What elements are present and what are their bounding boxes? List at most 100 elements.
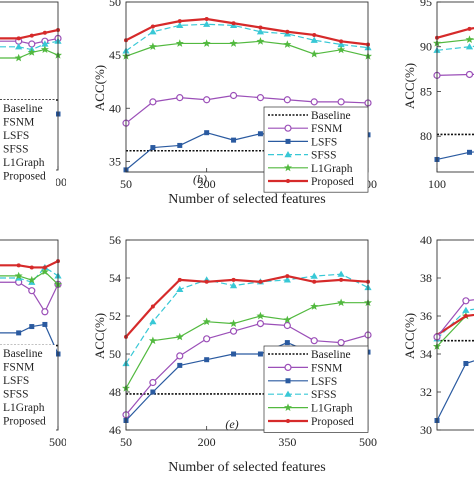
marker-proposed xyxy=(150,24,155,29)
marker-l1graph xyxy=(465,35,474,43)
marker-l1graph xyxy=(283,315,292,324)
panel-label-e: (e) xyxy=(225,417,238,431)
marker-lsfs xyxy=(284,340,290,346)
chart-panel-c: 100 80 85 90 95 xyxy=(420,0,474,191)
marker-l1graph xyxy=(14,271,23,280)
marker-sfss xyxy=(284,151,292,158)
legend-label-lsfs: LSFS xyxy=(311,136,337,148)
x-tick-label: 350 xyxy=(278,435,296,449)
y-axis-label-right-top: ACC(%) xyxy=(402,63,417,109)
chart-panel-f: 30 32 34 36 38 40 xyxy=(420,233,474,437)
legend-box xyxy=(0,100,56,187)
marker-proposed xyxy=(285,274,290,279)
marker-l1graph xyxy=(40,45,49,53)
y-tick-label: 95 xyxy=(420,0,432,9)
legend-label-baseline: Baseline xyxy=(3,103,43,115)
marker-proposed xyxy=(463,314,468,318)
x-axis-label-top: Number of selected features xyxy=(168,192,325,207)
legend-label-fsnm: FSNM xyxy=(3,362,34,374)
series-line-sfss xyxy=(0,266,59,283)
marker-l1graph xyxy=(256,311,265,320)
legend-label-sfss: SFSS xyxy=(3,389,29,401)
x-tick-label: 500 xyxy=(359,435,377,449)
marker-sfss xyxy=(256,28,265,35)
series-line-fsnm xyxy=(436,299,474,338)
marker-sfss xyxy=(176,285,184,292)
chart-panel-b: 5020035050035404550BaselineFSNMLSFSSFSSL… xyxy=(109,0,377,193)
legend-label-proposed: Proposed xyxy=(3,171,46,183)
marker-fsnm xyxy=(337,339,345,347)
y-tick-label: 54 xyxy=(109,271,121,285)
x-tick-label: 200 xyxy=(198,177,216,191)
marker-fsnm xyxy=(149,378,157,387)
x-tick-label: 50 xyxy=(120,177,132,191)
marker-proposed xyxy=(16,36,21,41)
marker-lsfs xyxy=(467,149,472,155)
legend-box xyxy=(263,106,369,193)
y-tick-label: 35 xyxy=(109,154,121,168)
y-tick-label: 50 xyxy=(109,347,121,361)
marker-fsnm xyxy=(256,94,265,102)
marker-proposed xyxy=(231,277,236,282)
plot-frame xyxy=(125,239,369,431)
y-tick-label: 36 xyxy=(420,309,432,323)
legend-label-proposed: Proposed xyxy=(311,416,354,428)
marker-proposed xyxy=(204,17,209,21)
series-line-proposed xyxy=(0,28,59,40)
marker-lsfs xyxy=(204,130,210,136)
series-line-proposed xyxy=(125,275,369,338)
marker-l1graph xyxy=(229,319,238,327)
legend-label-sfss: SFSS xyxy=(311,389,337,401)
legend-label-fsnm: FSNM xyxy=(311,362,342,374)
x-tick-label: 500 xyxy=(49,435,67,449)
marker-fsnm xyxy=(229,327,238,335)
marker-proposed xyxy=(29,33,34,38)
plot-frame xyxy=(436,1,474,173)
marker-lsfs xyxy=(177,362,183,368)
legend-label-l1graph: L1Graph xyxy=(311,403,353,415)
marker-fsnm xyxy=(203,335,211,343)
marker-proposed xyxy=(286,179,290,183)
marker-l1graph xyxy=(202,39,211,47)
marker-sfss xyxy=(284,390,292,397)
y-tick-label: 30 xyxy=(420,423,432,437)
series-line-proposed xyxy=(436,26,474,39)
y-tick-label: 80 xyxy=(420,129,432,143)
x-tick-label: 100 xyxy=(428,177,446,191)
series-line-sfss xyxy=(125,23,369,52)
legend-label-lsfs: LSFS xyxy=(311,376,337,388)
marker-fsnm xyxy=(256,320,265,328)
y-tick-label: 50 xyxy=(109,0,121,9)
marker-fsnm xyxy=(465,70,474,79)
marker-fsnm xyxy=(310,98,318,106)
marker-fsnm xyxy=(28,287,36,295)
y-tick-label: 48 xyxy=(109,385,121,399)
marker-fsnm xyxy=(283,321,291,330)
series-line-l1graph xyxy=(436,38,474,44)
marker-proposed xyxy=(467,26,472,31)
marker-fsnm xyxy=(310,337,318,345)
marker-l1graph xyxy=(337,298,346,307)
panel-label-b: (b) xyxy=(193,172,207,186)
marker-lsfs xyxy=(204,357,210,363)
marker-lsfs xyxy=(231,137,237,143)
marker-proposed xyxy=(339,277,344,282)
marker-fsnm xyxy=(176,352,184,360)
y-axis-label-right-bottom: ACC(%) xyxy=(402,313,417,359)
marker-proposed xyxy=(231,21,236,26)
marker-proposed xyxy=(312,32,317,37)
y-axis-label-top: ACC(%) xyxy=(92,65,107,111)
legend-label-baseline: Baseline xyxy=(3,348,43,360)
plot-frame xyxy=(125,1,369,173)
marker-proposed xyxy=(258,279,263,284)
plot-frame xyxy=(436,239,474,431)
marker-lsfs xyxy=(150,389,156,395)
y-tick-label: 40 xyxy=(420,233,432,247)
marker-sfss xyxy=(337,270,345,277)
